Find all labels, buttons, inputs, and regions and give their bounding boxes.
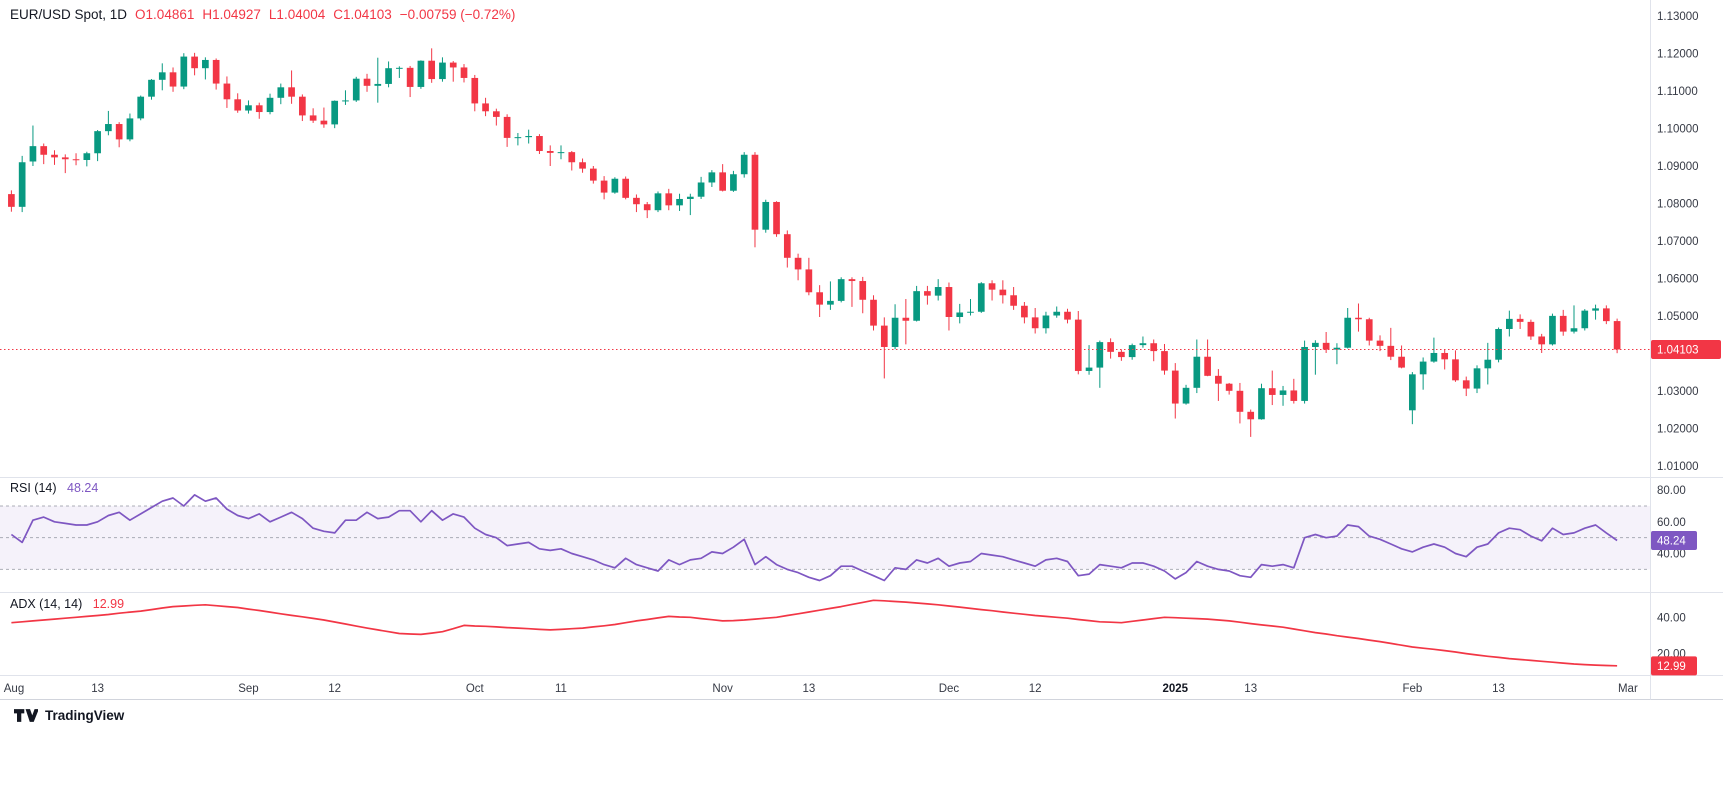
rsi-line xyxy=(10,494,1618,582)
rsi-legend-value: 48.24 xyxy=(67,481,99,495)
price-axis[interactable]: 1.13000 1.12000 1.11000 1.10000 1.09000 1.080… xyxy=(1651,11,1721,676)
svg-text:1.10000: 1.10000 xyxy=(1657,124,1699,136)
svg-text:13: 13 xyxy=(1244,683,1257,695)
svg-text:1.02000: 1.02000 xyxy=(1657,423,1699,435)
svg-text:1.06000: 1.06000 xyxy=(1657,273,1699,285)
ohlc-open: O1.04861 xyxy=(135,7,195,22)
chart-legend: EUR/USD Spot, 1D O1.04861 H1.04927 L1.04… xyxy=(10,7,515,22)
svg-text:48.24: 48.24 xyxy=(1657,535,1686,547)
svg-text:1.08000: 1.08000 xyxy=(1657,198,1699,210)
svg-text:Oct: Oct xyxy=(466,683,485,695)
svg-text:12: 12 xyxy=(328,683,341,695)
adx-legend[interactable]: ADX (14, 14) 12.99 xyxy=(10,597,124,611)
svg-text:1.04103: 1.04103 xyxy=(1657,344,1699,356)
adx-line xyxy=(11,599,1618,667)
adx-value-label: 12.99 xyxy=(1651,656,1697,676)
svg-text:Nov: Nov xyxy=(712,683,733,695)
ohlc-close: C1.04103 xyxy=(333,7,392,22)
svg-text:40.00: 40.00 xyxy=(1657,612,1686,624)
svg-text:1.05000: 1.05000 xyxy=(1657,311,1699,323)
svg-text:1.07000: 1.07000 xyxy=(1657,236,1699,248)
change-value: −0.00759 (−0.72%) xyxy=(399,7,516,22)
symbol-title[interactable]: EUR/USD Spot, 1D xyxy=(10,7,128,22)
current-price-label: 1.04103 xyxy=(1651,339,1721,359)
svg-text:Dec: Dec xyxy=(939,683,960,695)
svg-text:12.99: 12.99 xyxy=(1657,661,1686,673)
adx-legend-value: 12.99 xyxy=(92,597,125,611)
svg-text:1.13000: 1.13000 xyxy=(1657,11,1699,23)
rsi-legend[interactable]: RSI (14) 48.24 xyxy=(10,481,98,495)
svg-text:60.00: 60.00 xyxy=(1657,517,1686,529)
footer-brand: TradingView xyxy=(14,707,124,724)
rsi-band xyxy=(0,505,1650,570)
pane-separators xyxy=(0,0,1723,700)
ohlc-low: L1.04004 xyxy=(268,7,326,22)
rsi-value-label: 48.24 xyxy=(1651,530,1697,550)
svg-text:13: 13 xyxy=(802,683,815,695)
brand-name[interactable]: TradingView xyxy=(45,708,125,723)
svg-text:Mar: Mar xyxy=(1618,683,1638,695)
svg-text:1.11000: 1.11000 xyxy=(1657,86,1698,98)
svg-text:1.01000: 1.01000 xyxy=(1657,461,1699,473)
svg-text:12: 12 xyxy=(1029,683,1042,695)
candlestick-series xyxy=(8,48,1621,437)
svg-text:Feb: Feb xyxy=(1402,683,1422,695)
svg-text:1.09000: 1.09000 xyxy=(1657,161,1699,173)
svg-text:Sep: Sep xyxy=(238,683,258,695)
tradingview-logo-icon[interactable] xyxy=(14,707,38,724)
time-axis[interactable]: Aug 13 Sep 12 Oct 11 Nov 13 Dec 12 2025 13 Feb 13 Mar xyxy=(4,683,1638,695)
svg-text:1.03000: 1.03000 xyxy=(1657,386,1699,398)
svg-text:80.00: 80.00 xyxy=(1657,485,1686,497)
rsi-legend-title: RSI (14) xyxy=(10,481,57,495)
adx-legend-title: ADX (14, 14) xyxy=(10,597,83,611)
chart-canvas[interactable]: 1.13000 1.12000 1.11000 1.10000 1.09000 1.080… xyxy=(0,0,1723,700)
svg-text:1.12000: 1.12000 xyxy=(1657,49,1699,61)
ohlc-high: H1.04927 xyxy=(202,7,261,22)
svg-text:11: 11 xyxy=(555,683,567,695)
svg-text:13: 13 xyxy=(1492,683,1505,695)
svg-text:Aug: Aug xyxy=(4,683,24,695)
svg-text:13: 13 xyxy=(91,683,104,695)
svg-text:2025: 2025 xyxy=(1162,683,1188,695)
svg-text:40.00: 40.00 xyxy=(1657,549,1686,561)
